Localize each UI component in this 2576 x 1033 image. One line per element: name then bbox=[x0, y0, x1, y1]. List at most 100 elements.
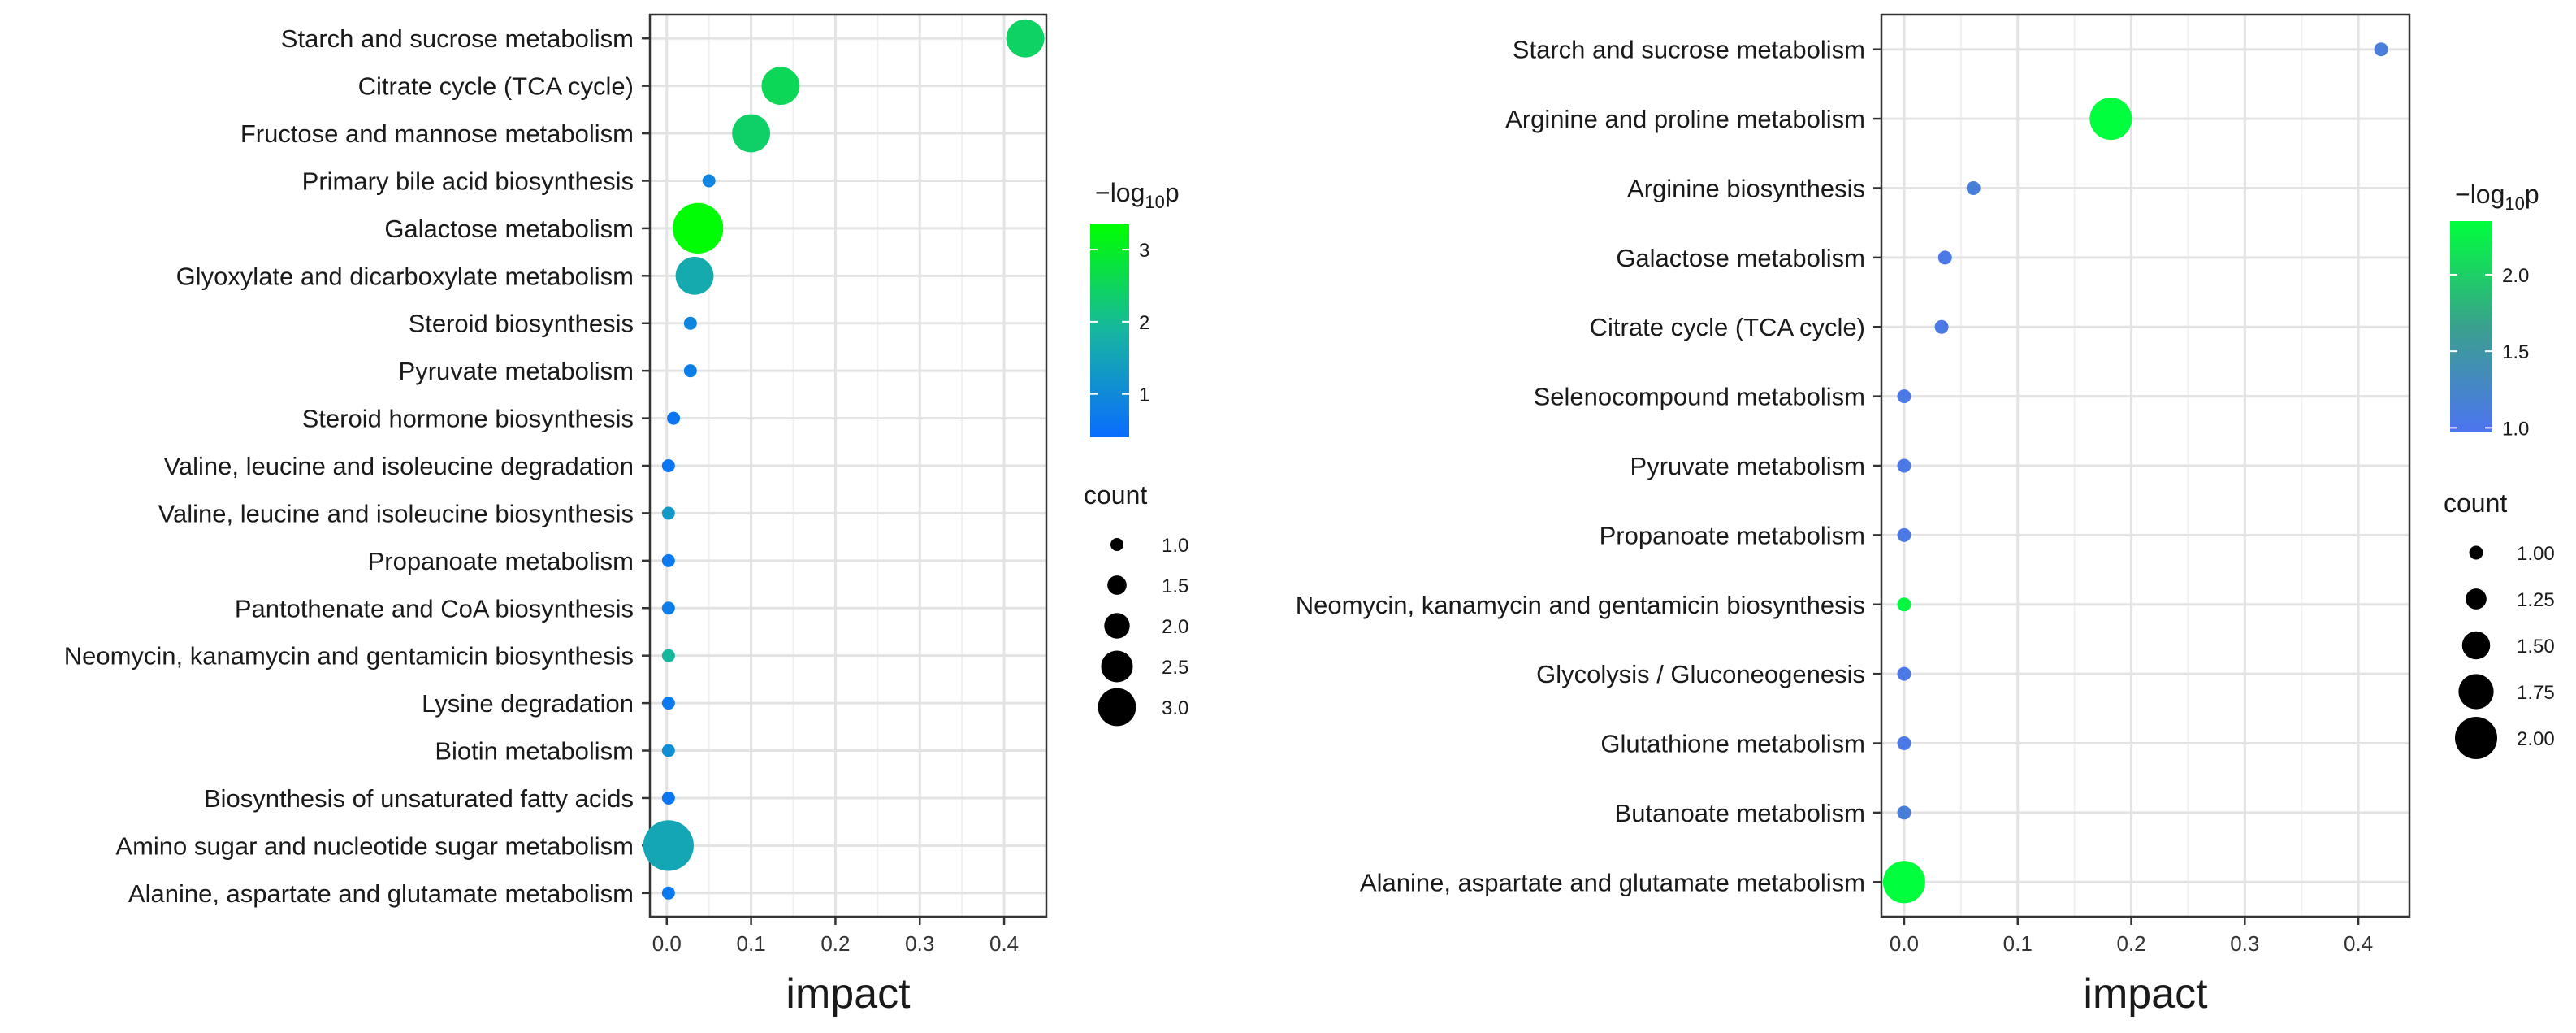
point-glutathione-metabolism bbox=[1897, 736, 1911, 751]
point-steroid-biosynthesis bbox=[683, 316, 697, 330]
category-label-biotin-metabolism: Biotin metabolism bbox=[435, 737, 634, 766]
category-label-glyoxylate-and-dicarboxylate-metabolism: Glyoxylate and dicarboxylate metabolism bbox=[176, 262, 634, 290]
point-primary-bile-acid-biosynthesis bbox=[702, 174, 716, 188]
category-label-starch-and-sucrose-metabolism: Starch and sucrose metabolism bbox=[281, 24, 634, 53]
category-label-galactose-metabolism: Galactose metabolism bbox=[384, 215, 634, 243]
point-glyoxylate-and-dicarboxylate-metabolism bbox=[675, 256, 714, 295]
x-tick-label: 0.2 bbox=[2116, 931, 2145, 956]
y-axis: Starch and sucrose metabolism Arginine an… bbox=[1296, 36, 1881, 896]
size-legend-circle bbox=[2469, 545, 2483, 560]
size-legend-label: 2.5 bbox=[1162, 657, 1188, 679]
category-label-pantothenate-and-coa-biosynthesis: Pantothenate and CoA biosynthesis bbox=[235, 594, 634, 623]
color-legend: −log10p 1.0 1.5 2.0 bbox=[2450, 180, 2539, 440]
size-legend-label: 1.75 bbox=[2517, 682, 2555, 704]
point-valine-leucine-and-isoleucine-biosynthesis bbox=[661, 506, 675, 520]
point-arginine-biosynthesis bbox=[1966, 180, 1981, 195]
x-tick-label: 0.3 bbox=[905, 931, 934, 956]
colorbar bbox=[1090, 224, 1129, 437]
point-glycolysis-gluconeogenesis bbox=[1897, 666, 1911, 681]
colorbar-tick-label: 1.0 bbox=[2502, 418, 2529, 440]
size-legend: count 1.00 1.25 1.50 1.75 2.00 bbox=[2444, 488, 2555, 759]
point-pantothenate-and-coa-biosynthesis bbox=[661, 601, 675, 615]
category-label-lysine-degradation: Lysine degradation bbox=[422, 689, 634, 718]
size-legend-circle bbox=[1101, 650, 1133, 683]
category-label-glutathione-metabolism: Glutathione metabolism bbox=[1600, 730, 1865, 758]
color-legend-title: −log10p bbox=[1095, 178, 1180, 212]
category-label-neomycin-kanamycin-and-gentamicin-biosynthesis: Neomycin, kanamycin and gentamicin biosy… bbox=[64, 642, 634, 671]
point-neomycin-kanamycin-and-gentamicin-biosynthesis bbox=[661, 649, 675, 662]
category-label-glycolysis-gluconeogenesis: Glycolysis / Gluconeogenesis bbox=[1536, 660, 1865, 688]
grid bbox=[650, 15, 1046, 917]
point-selenocompound-metabolism bbox=[1897, 389, 1911, 404]
point-fructose-and-mannose-metabolism bbox=[732, 114, 770, 153]
category-label-steroid-hormone-biosynthesis: Steroid hormone biosynthesis bbox=[302, 405, 634, 433]
category-label-propanoate-metabolism: Propanoate metabolism bbox=[368, 547, 634, 575]
colorbar-tick-label: 1 bbox=[1139, 384, 1149, 406]
category-label-selenocompound-metabolism: Selenocompound metabolism bbox=[1534, 383, 1865, 411]
size-legend-title: count bbox=[2444, 488, 2507, 518]
point-pyruvate-metabolism bbox=[1897, 458, 1911, 473]
point-pyruvate-metabolism bbox=[683, 364, 697, 378]
category-label-primary-bile-acid-biosynthesis: Primary bile acid biosynthesis bbox=[302, 167, 634, 195]
category-label-steroid-biosynthesis: Steroid biosynthesis bbox=[409, 310, 634, 338]
point-amino-sugar-and-nucleotide-sugar-metabolism bbox=[643, 820, 694, 871]
category-label-citrate-cycle-tca-cycle: Citrate cycle (TCA cycle) bbox=[358, 72, 634, 101]
category-label-fructose-and-mannose-metabolism: Fructose and mannose metabolism bbox=[240, 119, 634, 148]
category-label-galactose-metabolism: Galactose metabolism bbox=[1616, 244, 1865, 272]
point-alanine-aspartate-and-glutamate-metabolism bbox=[1882, 861, 1925, 904]
point-citrate-cycle-tca-cycle bbox=[1934, 319, 1949, 334]
chart-left: Starch and sucrose metabolism Citrate cyc… bbox=[64, 13, 1188, 1018]
point-galactose-metabolism bbox=[673, 202, 724, 254]
size-legend-label: 1.5 bbox=[1162, 575, 1188, 597]
point-citrate-cycle-tca-cycle bbox=[761, 67, 800, 106]
size-legend-label: 2.0 bbox=[1162, 616, 1188, 638]
point-starch-and-sucrose-metabolism bbox=[2374, 42, 2388, 57]
category-label-pyruvate-metabolism: Pyruvate metabolism bbox=[399, 357, 634, 385]
size-legend-circle bbox=[1107, 575, 1127, 595]
category-label-neomycin-kanamycin-and-gentamicin-biosynthesis: Neomycin, kanamycin and gentamicin biosy… bbox=[1296, 591, 1865, 619]
x-tick-label: 0.1 bbox=[2003, 931, 2033, 956]
size-legend-circle bbox=[1104, 613, 1130, 639]
x-tick-label: 0.0 bbox=[1890, 931, 1919, 956]
colorbar-tick-label: 3 bbox=[1139, 240, 1149, 262]
x-tick-label: 0.3 bbox=[2230, 931, 2259, 956]
point-steroid-hormone-biosynthesis bbox=[667, 411, 681, 425]
point-neomycin-kanamycin-and-gentamicin-biosynthesis bbox=[1897, 597, 1911, 612]
category-label-starch-and-sucrose-metabolism: Starch and sucrose metabolism bbox=[1513, 36, 1865, 64]
point-valine-leucine-and-isoleucine-degradation bbox=[661, 459, 675, 472]
y-axis: Starch and sucrose metabolism Citrate cyc… bbox=[64, 24, 650, 908]
size-legend-label: 1.00 bbox=[2517, 543, 2555, 565]
colorbar-tick-label: 2 bbox=[1139, 312, 1149, 334]
size-legend-circle bbox=[1098, 688, 1136, 727]
point-galactose-metabolism bbox=[1937, 250, 1952, 265]
x-axis-title: impact bbox=[786, 970, 911, 1018]
x-axis-title: impact bbox=[2083, 970, 2208, 1018]
category-label-citrate-cycle-tca-cycle: Citrate cycle (TCA cycle) bbox=[1590, 313, 1865, 341]
colorbar bbox=[2450, 221, 2492, 432]
category-label-alanine-aspartate-and-glutamate-metabolism: Alanine, aspartate and glutamate metabol… bbox=[128, 879, 634, 908]
colorbar-tick-label: 2.0 bbox=[2502, 265, 2529, 287]
point-biosynthesis-of-unsaturated-fatty-acids bbox=[661, 791, 675, 805]
point-biotin-metabolism bbox=[661, 744, 675, 757]
point-arginine-and-proline-metabolism bbox=[2089, 98, 2132, 141]
size-legend-label: 2.00 bbox=[2517, 728, 2555, 750]
size-legend-circle bbox=[2461, 631, 2491, 660]
category-label-biosynthesis-of-unsaturated-fatty-acids: Biosynthesis of unsaturated fatty acids bbox=[204, 784, 634, 813]
point-lysine-degradation bbox=[661, 697, 675, 710]
x-tick-label: 0.4 bbox=[989, 931, 1019, 956]
category-label-alanine-aspartate-and-glutamate-metabolism: Alanine, aspartate and glutamate metabol… bbox=[1360, 868, 1865, 896]
category-label-amino-sugar-and-nucleotide-sugar-metabolism: Amino sugar and nucleotide sugar metabol… bbox=[115, 831, 634, 860]
point-butanoate-metabolism bbox=[1897, 805, 1911, 820]
category-label-butanoate-metabolism: Butanoate metabolism bbox=[1615, 799, 1865, 827]
size-legend-label: 1.25 bbox=[2517, 589, 2555, 611]
size-legend-circle bbox=[2455, 717, 2497, 759]
x-axis: 0.0 0.1 0.2 0.3 0.4 impact bbox=[1890, 917, 2373, 1018]
size-legend-circle bbox=[2458, 674, 2494, 710]
point-propanoate-metabolism bbox=[661, 553, 675, 567]
category-label-propanoate-metabolism: Propanoate metabolism bbox=[1600, 521, 1865, 549]
point-propanoate-metabolism bbox=[1897, 527, 1911, 542]
colorbar-tick-label: 1.5 bbox=[2502, 341, 2529, 363]
color-legend-title: −log10p bbox=[2455, 180, 2539, 214]
x-axis: 0.0 0.1 0.2 0.3 0.4 impact bbox=[652, 917, 1019, 1018]
size-legend-label: 3.0 bbox=[1162, 697, 1188, 719]
